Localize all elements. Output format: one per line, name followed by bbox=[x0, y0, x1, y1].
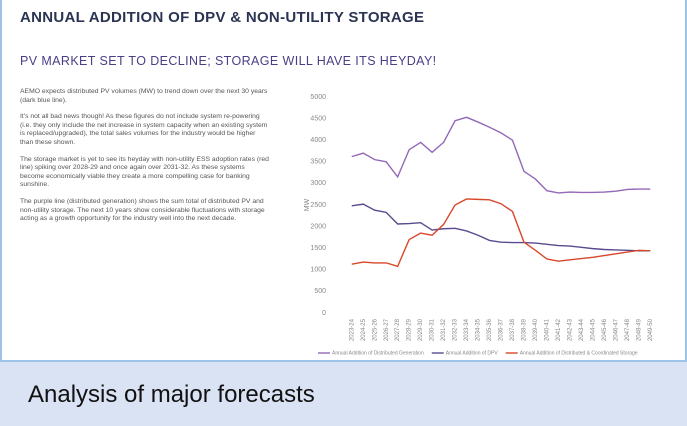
y-tick-label: 4000 bbox=[310, 137, 326, 144]
x-tick-label: 2048-49 bbox=[636, 318, 642, 341]
chart: MW 0 500 1000 1500 2000 2500 3000 3500 4000 4500 5… bbox=[304, 94, 654, 356]
x-tick-label: 2035-36 bbox=[487, 318, 493, 341]
x-tick-label: 2034-35 bbox=[476, 318, 482, 341]
paragraph: It's not all bad news though! As these f… bbox=[20, 113, 268, 146]
x-tick-label: 2027-28 bbox=[395, 318, 401, 341]
x-tick-label: 2038-39 bbox=[522, 318, 528, 341]
y-tick-label: 1000 bbox=[310, 267, 326, 274]
legend-label: Annual Addition of DPV bbox=[446, 350, 499, 356]
x-tick-label: 2036-37 bbox=[499, 318, 505, 341]
subtitle: PV MARKET SET TO DECLINE; STORAGE WILL H… bbox=[20, 54, 437, 68]
x-tick-label: 2039-40 bbox=[533, 318, 539, 341]
y-tick-label: 4500 bbox=[310, 115, 326, 122]
x-tick-label: 2026-27 bbox=[384, 318, 390, 341]
x-tick-label: 2041-42 bbox=[556, 318, 562, 341]
title: ANNUAL ADDITION OF DPV & NON-UTILITY STO… bbox=[20, 9, 425, 26]
paragraph: AEMO expects distributed PV volumes (MW)… bbox=[20, 88, 268, 104]
x-tick-label: 2046-47 bbox=[613, 318, 619, 341]
x-tick-label: 2043-44 bbox=[579, 318, 585, 341]
x-tick-label: 2031-32 bbox=[441, 318, 447, 341]
x-tick-label: 2023-24 bbox=[349, 318, 355, 341]
x-tick-label: 2045-46 bbox=[602, 318, 608, 341]
legend-label: Annual Addition of Distributed & Coordin… bbox=[520, 350, 638, 356]
x-tick-label: 2040-41 bbox=[545, 318, 551, 341]
x-tick-label: 2025-26 bbox=[372, 318, 378, 341]
y-tick-label: 1500 bbox=[310, 245, 326, 252]
x-tick-label: 2030-31 bbox=[430, 318, 436, 341]
line bbox=[351, 116, 651, 194]
y-tick-label: 2500 bbox=[310, 202, 326, 209]
caption: Analysis of major forecasts bbox=[28, 381, 315, 408]
y-axis-label: MW bbox=[304, 198, 311, 211]
x-tick-label: 2024-25 bbox=[361, 318, 367, 341]
y-tick-label: 500 bbox=[314, 288, 326, 295]
y-tick-label: 3000 bbox=[310, 180, 326, 187]
line bbox=[351, 203, 651, 252]
legend-label: Annual Addition of Distributed Generatio… bbox=[332, 350, 424, 356]
x-tick-label: 2033-34 bbox=[464, 318, 470, 341]
x-tick-label: 2049-50 bbox=[648, 318, 654, 341]
x-tick-label: 2037-38 bbox=[510, 318, 516, 341]
x-tick-label: 2028-29 bbox=[407, 318, 413, 341]
x-tick-label: 2042-43 bbox=[567, 318, 573, 341]
paragraph: The storage market is yet to see its hey… bbox=[20, 155, 269, 189]
x-tick-label: 2029-30 bbox=[418, 318, 424, 341]
x-tick-label: 2047-48 bbox=[625, 318, 631, 341]
body-text: AEMO expects distributed PV volumes (MW)… bbox=[20, 88, 270, 232]
line bbox=[351, 198, 651, 268]
y-tick-label: 0 bbox=[322, 310, 326, 317]
paragraph: The purple line (distributed generation)… bbox=[20, 197, 265, 223]
slide bbox=[0, 0, 687, 362]
y-tick-label: 3500 bbox=[310, 159, 326, 166]
x-tick-label: 2032-33 bbox=[453, 318, 459, 341]
x-tick-label: 2044-45 bbox=[590, 318, 596, 341]
y-tick-label: 2000 bbox=[310, 223, 326, 230]
y-tick-label: 5000 bbox=[310, 94, 326, 101]
